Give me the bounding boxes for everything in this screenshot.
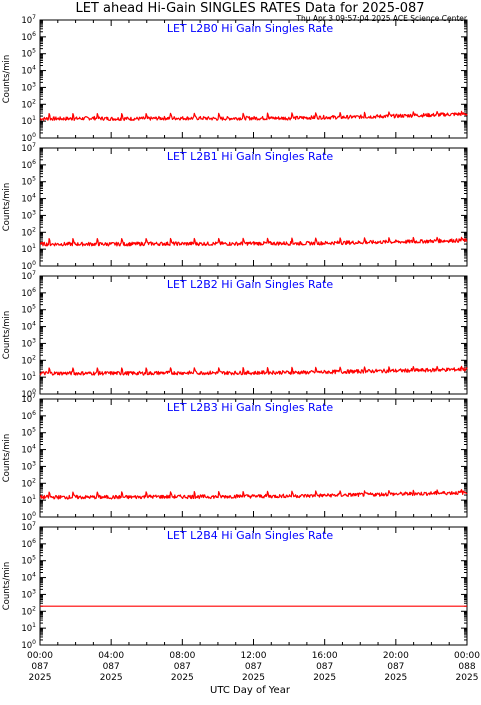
y-tick-label: 107 [21,521,36,533]
y-tick-label: 104 [21,193,36,205]
x-tick-label: 2025 [313,673,336,683]
y-tick-label: 102 [21,605,36,617]
y-tick-label: 101 [21,243,36,255]
x-tick-label: 2025 [242,673,265,683]
y-tick-label: 105 [21,427,36,439]
y-tick-label: 106 [21,31,36,43]
y-axis-label: Counts/min [2,183,12,232]
y-tick-label: 107 [21,270,36,282]
y-axis-label: Counts/min [2,311,12,360]
y-tick-label: 102 [21,354,36,366]
x-tick-label: 2025 [100,673,123,683]
y-tick-label: 105 [21,48,36,60]
y-tick-label: 106 [21,287,36,299]
panel-title: LET L2B3 Hi Gain Singles Rate [167,401,334,414]
x-tick-label: 00:00 [27,651,53,661]
series-line [39,365,468,376]
panels: 100 101 102 103 104 105 106 107 LET L2B0 Hi Gain… [2,14,468,651]
x-tick-label: 2025 [384,673,407,683]
x-tick-label: 087 [31,662,48,672]
series-line [39,110,468,122]
x-tick-label: 12:00 [241,651,267,661]
y-axis-label: Counts/min [2,434,12,483]
x-tick-label: 2025 [29,673,52,683]
y-tick-label: 102 [21,98,36,110]
y-tick-label: 104 [21,572,36,584]
panel-frame [39,147,468,267]
y-tick-label: 105 [21,304,36,316]
x-tick-label: 16:00 [312,651,338,661]
series-line [39,489,468,500]
x-tick-label: 2025 [171,673,194,683]
chart-title: LET ahead Hi-Gain SINGLES RATES Data for… [75,1,424,16]
y-tick-label: 101 [21,115,36,127]
panel-frame [39,526,468,646]
y-tick-label: 103 [21,209,36,221]
x-axis-label: UTC Day of Year [210,685,291,696]
panel-title: LET L2B0 Hi Gain Singles Rate [167,22,334,35]
y-tick-label: 104 [21,321,36,333]
x-tick-label: 087 [103,662,120,672]
y-axis-label: Counts/min [2,55,12,104]
panel-title: LET L2B4 Hi Gain Singles Rate [167,529,334,542]
y-tick-label: 104 [21,65,36,77]
y-tick-label: 106 [21,159,36,171]
y-tick-label: 100 [21,639,36,651]
panel-title: LET L2B1 Hi Gain Singles Rate [167,150,334,163]
x-tick-label: 2025 [456,673,479,683]
x-tick-label: 087 [316,662,333,672]
x-tick-label: 00:00 [454,651,480,661]
y-tick-label: 103 [21,460,36,472]
panel-frame [39,398,468,518]
x-tick-label: 088 [458,662,475,672]
x-tick-label: 08:00 [169,651,195,661]
y-tick-label: 103 [21,588,36,600]
x-tick-label: 087 [174,662,191,672]
y-tick-label: 103 [21,81,36,93]
series-line [39,236,468,247]
panel-title: LET L2B2 Hi Gain Singles Rate [167,278,334,291]
y-tick-label: 105 [21,555,36,567]
y-tick-label: 106 [21,538,36,550]
x-tick-label: 20:00 [383,651,409,661]
generation-timestamp: Thu Apr 3 09:57:04 2025 ACE Science Cent… [295,14,468,23]
panel-4: 100 101 102 103 104 105 106 107 LET L2B4 Hi Gain… [2,521,468,651]
y-tick-label: 107 [21,14,36,26]
x-axis: 00:00087202504:00087202508:00087202512:0… [27,651,480,683]
y-axis-label: Counts/min [2,562,12,611]
y-tick-label: 107 [21,393,36,405]
x-tick-label: 04:00 [98,651,124,661]
y-tick-label: 106 [21,410,36,422]
panel-frame [39,275,468,395]
y-tick-label: 101 [21,494,36,506]
y-tick-label: 105 [21,176,36,188]
x-tick-label: 087 [387,662,404,672]
y-tick-label: 102 [21,226,36,238]
x-tick-label: 087 [245,662,262,672]
y-tick-label: 101 [21,622,36,634]
y-tick-label: 103 [21,337,36,349]
y-tick-label: 102 [21,477,36,489]
y-tick-label: 104 [21,444,36,456]
y-tick-label: 101 [21,371,36,383]
y-tick-label: 107 [21,142,36,154]
